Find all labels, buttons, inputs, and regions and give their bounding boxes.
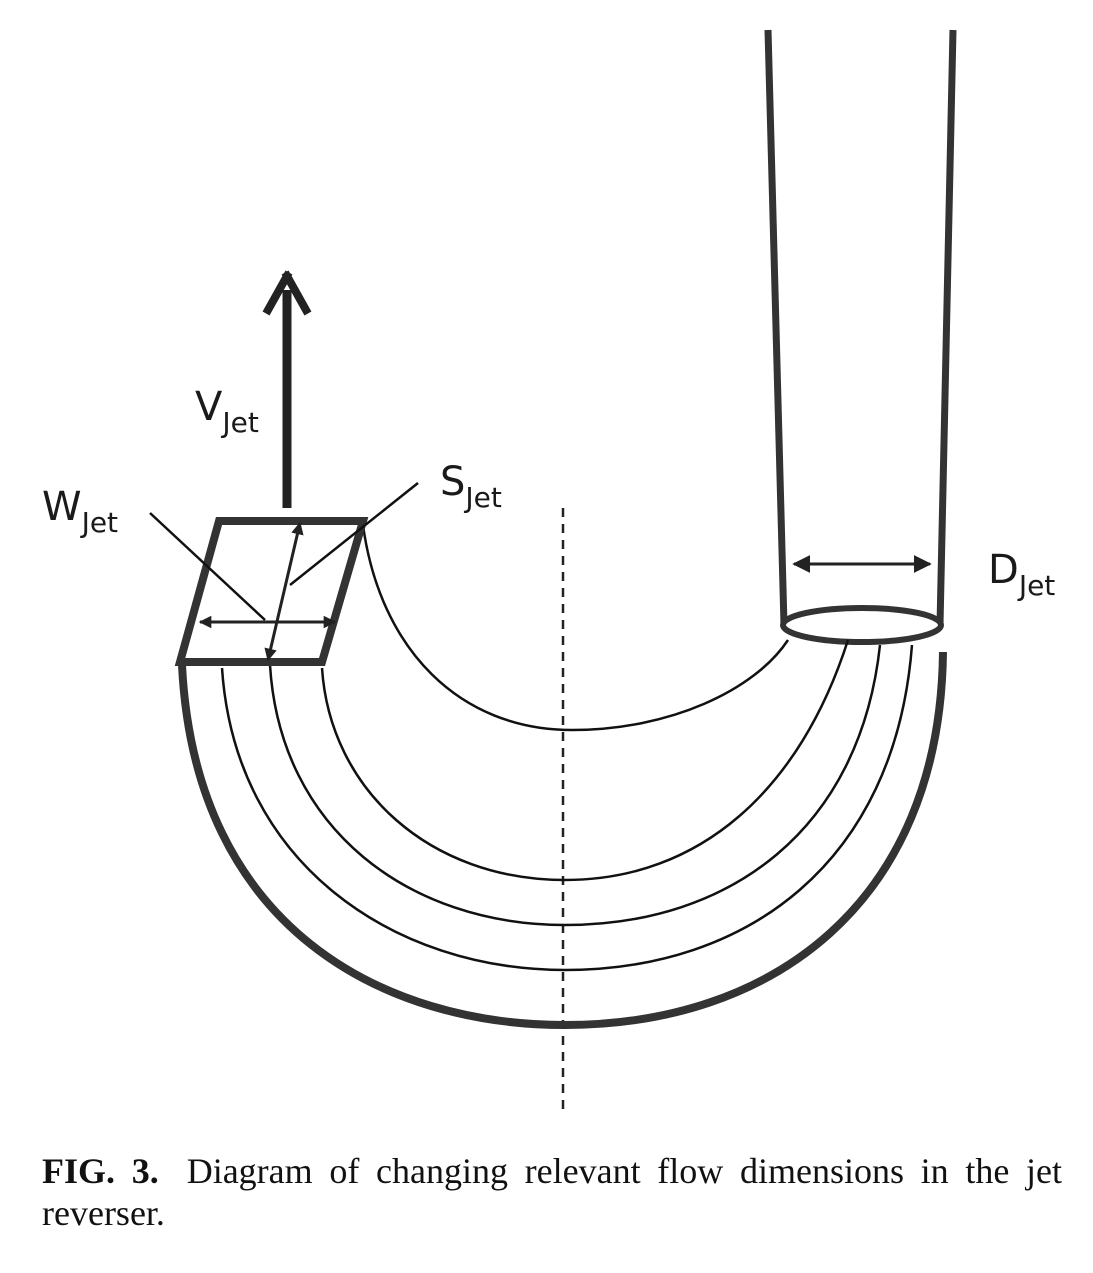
streamline-1 — [320, 639, 850, 882]
w-jet-label: WJet — [42, 484, 118, 539]
outer-deflector-wall — [178, 651, 947, 1030]
streamline-3 — [220, 644, 914, 972]
tube-left-wall — [764, 29, 788, 626]
caption-text: Diagram of changing relevant flow dimens… — [42, 1151, 1062, 1233]
streamline-2 — [268, 644, 882, 927]
tube-opening-ellipse — [780, 605, 944, 645]
inner-boundary-arc — [361, 524, 790, 732]
v-jet-label: VJet — [195, 384, 259, 439]
v-jet-arrowhead — [262, 270, 312, 316]
s-jet-leader-line — [289, 482, 419, 586]
d-jet-label: DJet — [988, 547, 1055, 602]
figure-number: FIG. 3. — [42, 1151, 159, 1191]
tube-right-wall — [936, 29, 957, 626]
s-jet-label: SJet — [440, 459, 502, 514]
w-jet-leader-line — [149, 512, 266, 621]
figure-caption: FIG. 3. Diagram of changing relevant flow… — [42, 1150, 1062, 1234]
nozzle-outlet-parallelogram — [174, 517, 369, 666]
s-jet-arrow — [264, 521, 304, 662]
